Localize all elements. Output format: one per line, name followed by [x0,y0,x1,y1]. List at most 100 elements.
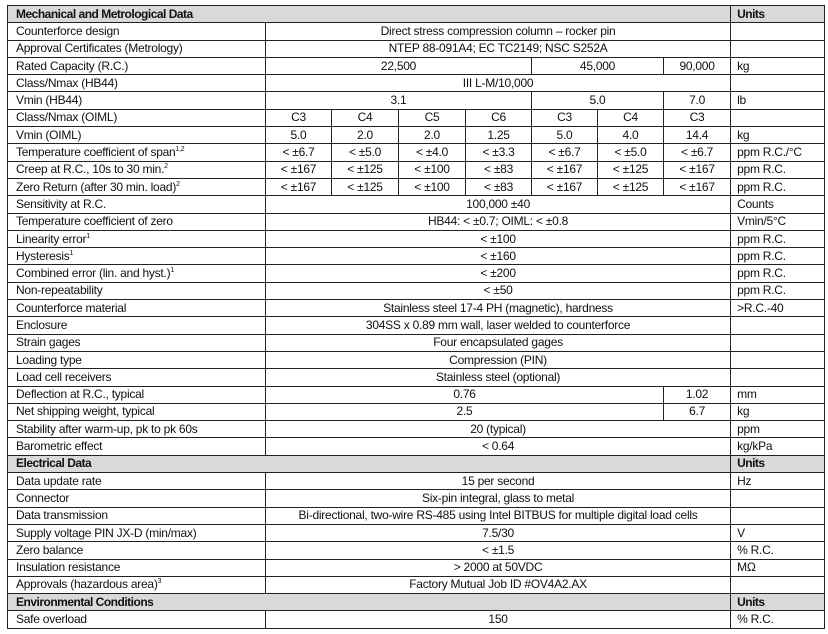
row-label-text: Vmin (OIML) [16,127,82,142]
row-label: Rated Capacity (R.C.) [7,56,266,76]
row-label: Deflection at R.C., typical [7,385,266,404]
value-cell: 20 (typical) [264,420,732,439]
table-row: Connector Six-pin integral, glass to meta… [7,489,826,508]
value-cell: < ±6.7 [531,143,598,162]
value-cell: 6.7 [662,402,732,422]
value-cell: 5.0 [531,126,598,145]
value-cell: C5 [398,108,466,128]
row-label: Zero Return (after 30 min. load)2 [7,177,266,197]
value-cell: < ±5.0 [331,143,399,162]
unit-cell: ppm R.C. [730,229,826,249]
table-row: Counterforce design Direct stress compres… [7,22,826,41]
row-label-text: Combined error (lin. and hyst.) [16,266,171,281]
value-cell: 7.5/30 [264,523,732,543]
table-row: Non-repeatability < ±50 ppm R.C. [7,281,826,301]
row-label: Data update rate [7,472,266,491]
row-label: Enclosure [7,316,266,335]
table-row: Class/Nmax (HB44) III L-M/10,000 [7,74,826,93]
section-header-electrical-data: Electrical Data Units [6,454,826,474]
row-label-text: Load cell receivers [16,369,112,384]
row-label: Linearity error1 [7,229,266,249]
value-cell: < ±167 [265,160,332,179]
value-cell: C3 [531,108,598,128]
row-label-text: Approvals (hazardous area) [16,577,158,592]
value-cell: III L-M/10,000 [264,74,732,93]
row-label-text: Class/Nmax (OIML) [16,110,118,125]
value-cell: < ±3.3 [465,143,532,162]
value-cell: < 0.64 [264,437,732,456]
unit-cell: kg [730,56,826,76]
section-title: Electrical Data [6,454,732,474]
row-label: Data transmission [7,506,266,525]
unit-cell: Counts [730,195,826,214]
unit-cell [730,108,826,128]
value-cell: HB44: < ±0.7; OIML: < ±0.8 [264,212,732,231]
row-label-text: Creep at R.C., 10s to 30 min. [16,162,165,177]
row-label-text: Data update rate [16,473,102,488]
value-cell: < ±167 [662,160,732,179]
value-cell: < ±1.5 [264,541,732,560]
table-row: Hysteresis1 < ±160 ppm R.C. [7,247,826,266]
row-label-text: Strain gages [16,335,81,350]
section-header-environmental-conditions: Environmental Conditions Units [6,593,826,612]
value-cell: 100,000 ±40 [264,195,732,214]
table-row: Zero balance < ±1.5% R.C. [7,541,826,560]
value-cell: Bi-directional, two-wire RS-485 using In… [264,506,732,525]
row-label: Connector [7,489,266,508]
row-label-text: Data transmission [16,508,108,523]
unit-cell [730,506,826,525]
value-cell: < ±167 [531,177,598,197]
table-row: Temperature coefficient of span1,2 < ±6.7… [7,143,826,162]
row-label: Hysteresis1 [7,247,266,266]
table-row: Supply voltage PIN JX-D (min/max) 7.5/30 V [7,523,826,543]
row-label-text: Insulation resistance [16,560,121,575]
table-row: Rated Capacity (R.C.) 22,500 45,000 90,000 k… [7,56,826,76]
unit-cell: kg/kPa [730,437,826,456]
value-cell: 1.25 [465,126,532,145]
unit-cell: ppm [730,420,826,439]
row-label: Counterforce design [7,22,266,41]
row-label: Stability after warm-up, pk to pk 60s [7,420,266,439]
table-row: Strain gages Four encapsulated gages [7,333,826,352]
value-cell: < ±83 [465,160,532,179]
row-label-text: Deflection at R.C., typical [16,387,144,402]
table-row: Combined error (lin. and hyst.)1 < ±200 pp… [7,264,826,283]
unit-cell: V [730,523,826,543]
value-cell: < ±6.7 [265,143,332,162]
unit-cell: ppm R.C. [730,264,826,283]
row-label: Vmin (HB44) [7,91,266,110]
unit-cell: lb [730,91,826,110]
unit-cell [730,74,826,93]
value-cell: 5.0 [265,126,332,145]
row-label-text: Enclosure [16,317,68,332]
row-label-text: Stability after warm-up, pk to pk 60s [16,421,198,436]
unit-cell: ppm R.C. [730,160,826,179]
value-cell: Factory Mutual Job ID #OV4A2.AX [264,575,732,595]
value-cell: < ±50 [264,281,732,301]
row-label-text: Counterforce design [16,23,120,38]
value-cell: 2.0 [331,126,399,145]
row-label: Combined error (lin. and hyst.)1 [7,264,266,283]
row-label-text: Hysteresis [16,248,70,263]
value-cell: Stainless steel (optional) [264,368,732,387]
row-label-text: Zero balance [16,542,84,557]
value-cell: < ±6.7 [662,143,732,162]
unit-cell [730,350,826,370]
unit-cell: >R.C.-40 [730,299,826,318]
value-cell: C3 [265,108,332,128]
row-label: Sensitivity at R.C. [7,195,266,214]
table-row: Counterforce material Stainless steel 17-… [7,299,826,318]
value-cell: 3.1 [265,91,532,110]
value-cell: C3 [662,108,732,128]
value-cell: 1.02 [662,385,732,404]
table-row: Sensitivity at R.C. 100,000 ±40 Counts [7,195,826,214]
value-cell: 7.0 [662,91,732,110]
value-cell: < ±125 [331,177,399,197]
units-header: Units [730,593,826,612]
value-cell: < ±125 [331,160,399,179]
table-row: Temperature coefficient of zero HB44: < ±… [7,212,826,231]
unit-cell: ppm R.C. [730,177,826,197]
table-row: Stability after warm-up, pk to pk 60s 20 … [7,420,826,439]
row-label: Loading type [7,350,266,370]
row-label-text: Temperature coefficient of span [16,145,176,160]
